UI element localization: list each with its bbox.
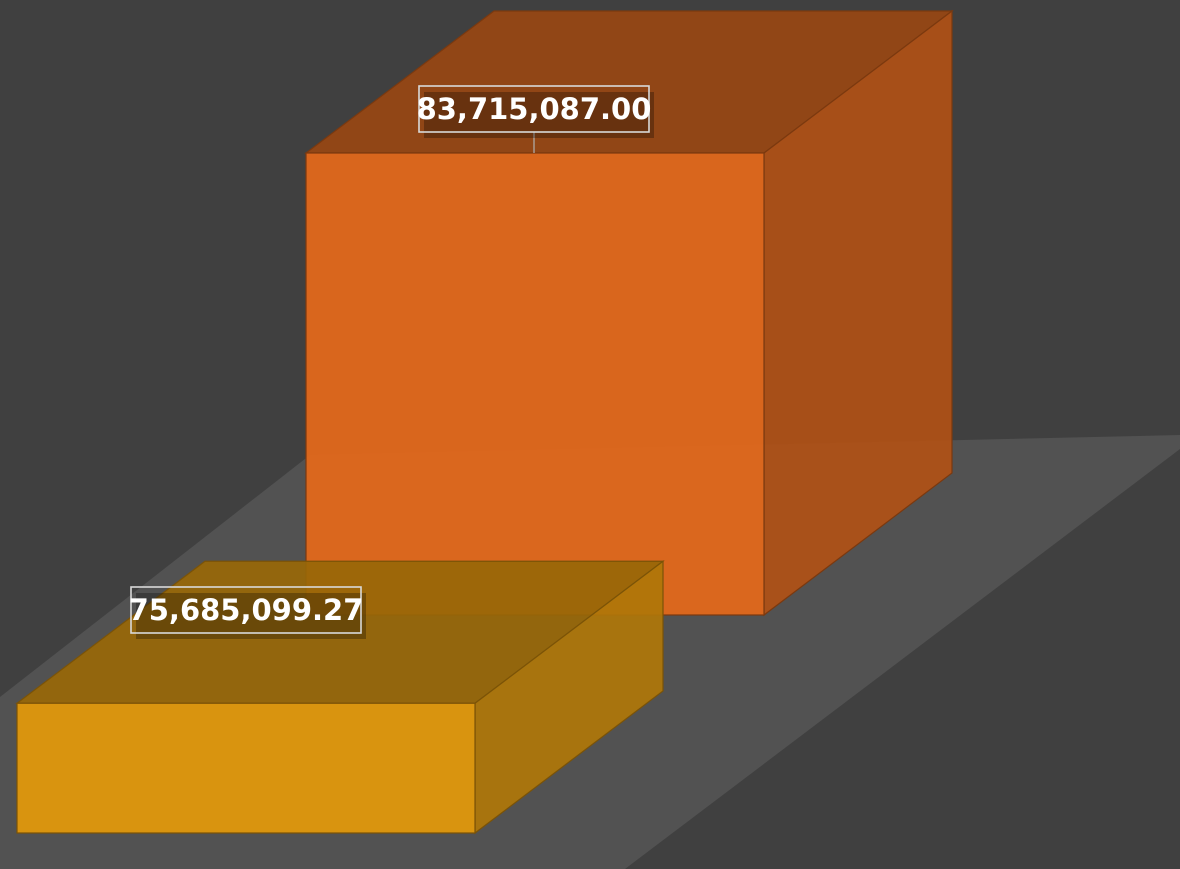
data-label-1-shadow xyxy=(136,593,366,639)
data-label-1-box xyxy=(130,586,362,634)
data-label-1: 75,685,099.27 xyxy=(129,586,366,639)
bar-1 xyxy=(15,560,665,835)
data-label-2-text: 83,715,087.00 xyxy=(417,92,652,126)
bar-1-front-face xyxy=(16,702,476,834)
data-label-2: 83,715,087.00 xyxy=(417,85,654,153)
bar-2-front-face xyxy=(305,152,765,616)
data-label-2-shadow xyxy=(424,92,654,138)
bar-2 xyxy=(304,9,954,617)
bar-group xyxy=(15,9,954,835)
data-label-group: 75,685,099.27 83,715,087.00 xyxy=(129,85,654,639)
data-label-2-box xyxy=(418,85,650,133)
data-label-1-text: 75,685,099.27 xyxy=(129,593,364,627)
